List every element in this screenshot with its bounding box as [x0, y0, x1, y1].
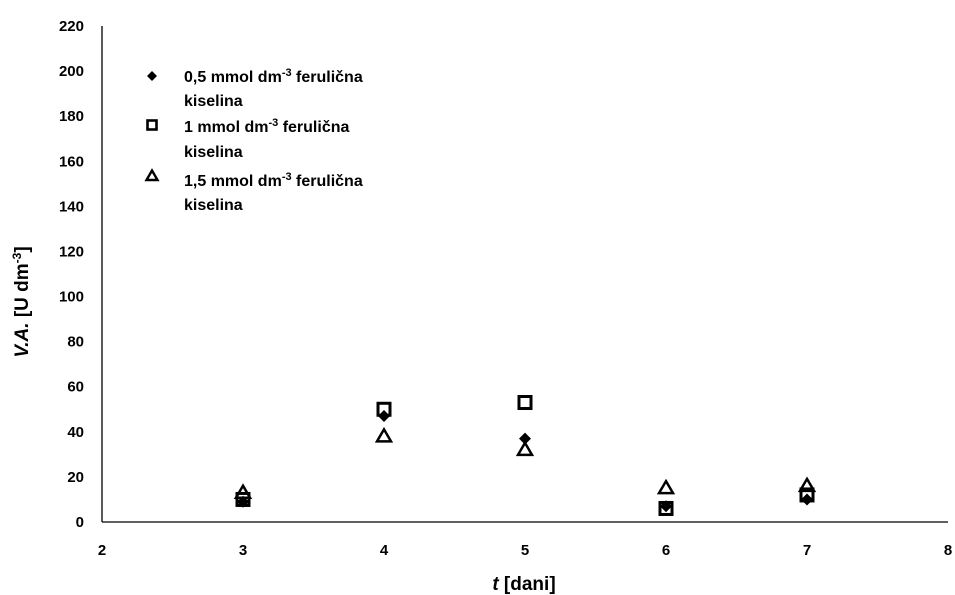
point-series-1-0 [235, 491, 251, 507]
y-tick-label-10: 200 [59, 63, 84, 80]
y-tick-label-3: 60 [67, 379, 84, 396]
point-series-1-1 [376, 401, 392, 417]
y-tick-label-6: 120 [59, 243, 84, 260]
legend-text-2-line1: 1,5 mmol dm-3 ferulična [184, 171, 363, 190]
legend-text-1-line1: 1 mmol dm-3 ferulična [184, 117, 349, 136]
legend-entry-2: 1,5 mmol dm-3 ferulična kiselina [144, 168, 363, 214]
axes [101, 26, 948, 523]
legend-marker-diamond [147, 71, 157, 81]
legend-entry-0: 0,5 mmol dm-3 ferulična kiselina [147, 67, 363, 110]
y-tick-label-1: 20 [67, 469, 84, 486]
legend-marker-triangle [144, 168, 160, 182]
x-axis-label-rest: [dani] [499, 574, 556, 595]
y-tick-label-0: 0 [76, 514, 84, 531]
x-tick-label-2: 4 [380, 542, 389, 559]
y-axis-label-unit-prefix: [U dm [12, 263, 33, 322]
point-series-1-2 [517, 395, 533, 411]
x-axis-label-italic: t [492, 574, 499, 595]
y-tick-label-5: 100 [59, 289, 84, 306]
tick-labels: 0 20 40 60 80 100 120 140 160 180 200 220 2 3 4 5 6 7 8 [59, 18, 952, 559]
y-axis-label-unit-sup: -3 [10, 252, 24, 263]
legend: 0,5 mmol dm-3 ferulična kiselina 1 mmol … [144, 67, 363, 214]
point-series-0-2 [519, 432, 531, 445]
legend-entry-1: 1 mmol dm-3 ferulična kiselina [146, 117, 349, 161]
legend-text-1-line2: kiselina [184, 144, 243, 161]
point-series-2-2 [515, 440, 535, 457]
y-axis-label-unit-suffix: ] [12, 246, 33, 252]
point-series-2-4 [797, 476, 817, 493]
y-tick-label-2: 40 [67, 424, 84, 441]
point-series-1-3 [658, 500, 674, 516]
x-tick-label-1: 3 [239, 542, 247, 559]
legend-text-2-line2: kiselina [184, 197, 243, 214]
legend-marker-square [146, 119, 158, 131]
point-series-1-4 [799, 487, 815, 503]
point-series-2-3 [656, 478, 676, 495]
x-tick-label-5: 7 [803, 542, 811, 559]
point-series-2-1 [374, 426, 394, 443]
x-tick-label-6: 8 [944, 542, 952, 559]
x-tick-label-3: 5 [521, 542, 529, 559]
y-tick-label-9: 180 [59, 108, 84, 125]
x-tick-label-4: 6 [662, 542, 670, 559]
x-tick-label-0: 2 [98, 542, 106, 559]
y-axis-label-italic: V.A. [12, 322, 33, 357]
point-series-2-0 [233, 483, 253, 499]
legend-text-0-line1: 0,5 mmol dm-3 ferulična [184, 67, 363, 86]
x-axis-label: t [dani] [492, 574, 555, 595]
y-tick-label-7: 140 [59, 198, 84, 215]
data-points [233, 395, 817, 516]
y-axis-label: V.A. [U dm-3] [10, 246, 33, 357]
legend-text-0-line2: kiselina [184, 93, 243, 110]
y-tick-label-4: 80 [67, 334, 84, 351]
y-tick-label-8: 160 [59, 153, 84, 170]
y-tick-label-11: 220 [59, 18, 84, 35]
